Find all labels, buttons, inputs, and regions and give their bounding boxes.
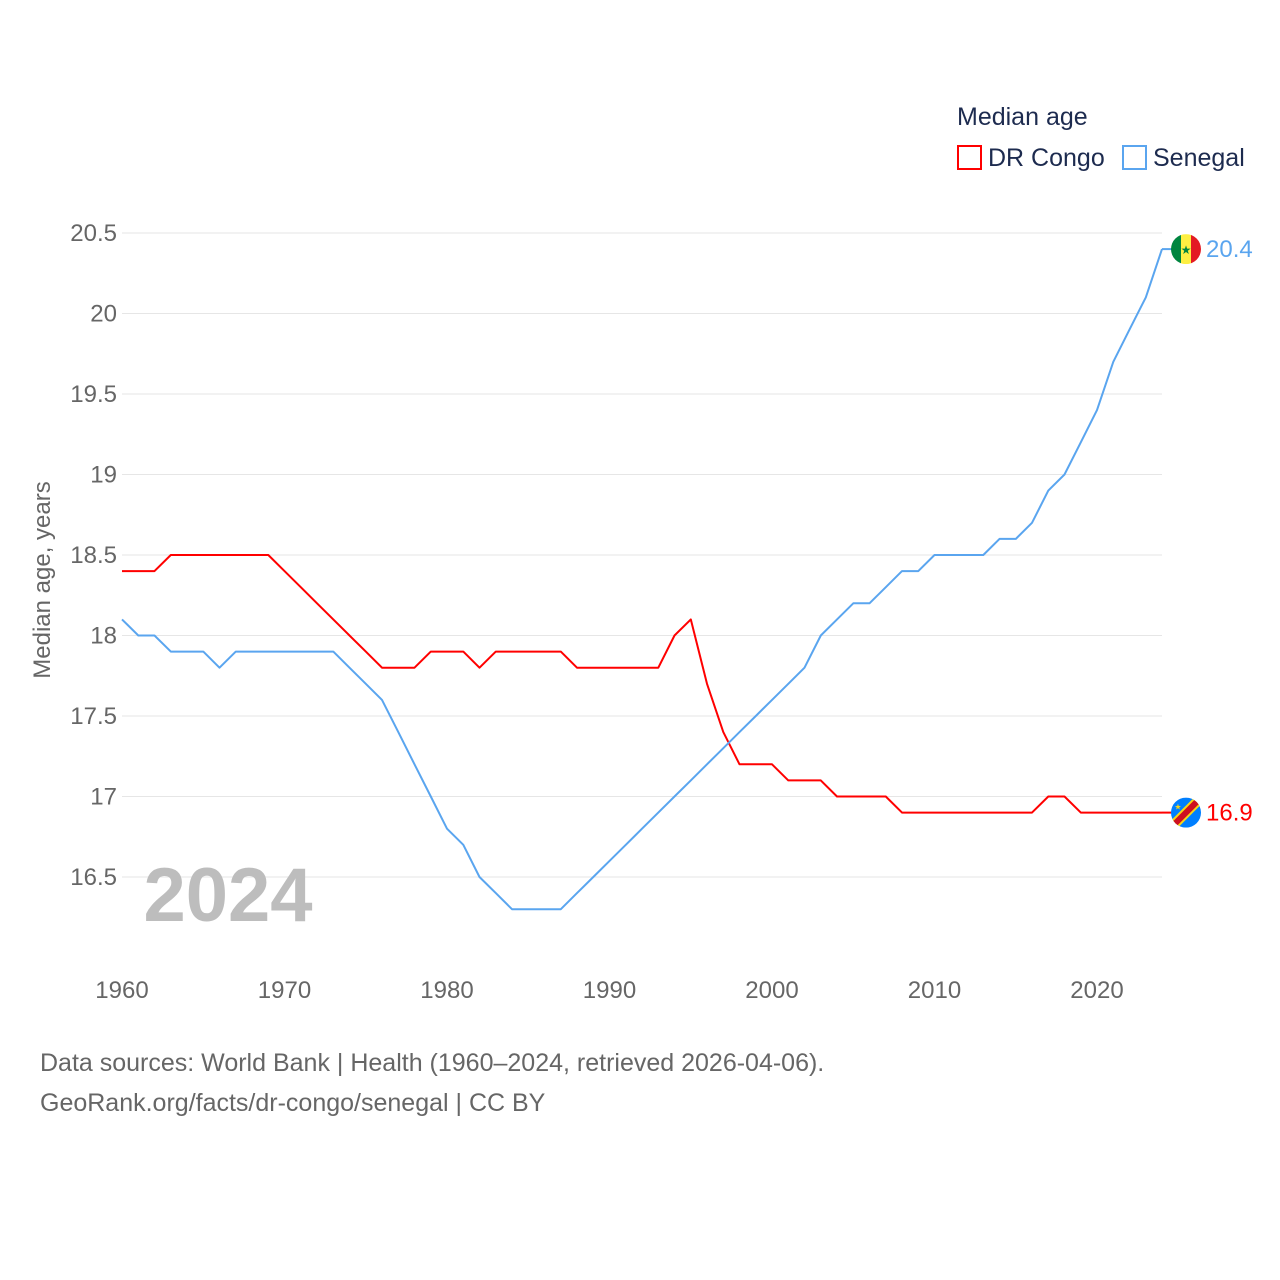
svg-text:★: ★ [1181,243,1192,257]
year-watermark: 2024 [143,853,312,938]
x-tick-label: 1990 [583,977,636,1004]
y-tick-label: 17.5 [70,703,117,730]
x-tick-label: 1960 [95,977,148,1004]
x-tick-label: 1970 [258,977,311,1004]
legend-label-dr-congo: DR Congo [988,144,1105,172]
y-tick-label: 18.5 [70,542,117,569]
legend: Median age DR Congo Senegal [957,103,1245,172]
y-tick-label: 20.5 [70,220,117,247]
y-tick-label: 17 [90,784,117,811]
legend-swatch-senegal [1122,145,1147,170]
attribution-link[interactable]: GeoRank.org/facts/dr-congo/senegal | CC … [40,1089,546,1117]
y-tick-label: 19.5 [70,381,117,408]
series-line-senegal [121,248,1163,911]
y-tick-label: 18 [90,623,117,650]
svg-text:★: ★ [1174,803,1181,812]
series-line-dr-congo [122,554,1162,814]
legend-item-senegal[interactable]: Senegal [1122,144,1245,172]
legend-item-dr-congo[interactable]: DR Congo [957,144,1105,172]
end-value-dr-congo: 16.9 [1206,800,1253,827]
series-lines [121,248,1163,911]
y-axis-ticks: 16.5 17 17.5 18 18.5 19 19.5 20 20.5 [70,220,117,891]
series-end-labels: ★ 16.9 ★ 20.4 [1162,234,1253,828]
x-tick-label: 2020 [1070,977,1123,1004]
data-sources-text: Data sources: World Bank | Health (1960–… [40,1049,825,1077]
senegal-flag-icon: ★ [1171,234,1201,265]
footer: Data sources: World Bank | Health (1960–… [40,1043,824,1123]
y-tick-label: 19 [90,462,117,489]
legend-label-senegal: Senegal [1153,144,1245,172]
x-tick-label: 2010 [908,977,961,1004]
end-value-senegal: 20.4 [1206,236,1253,263]
x-axis-ticks: 1960 1970 1980 1990 2000 2010 2020 [95,977,1123,1004]
y-tick-label: 16.5 [70,864,117,891]
legend-swatch-dr-congo [957,145,982,170]
y-tick-label: 20 [90,301,117,328]
x-tick-label: 1980 [420,977,473,1004]
y-axis-label: Median age, years [29,481,56,678]
x-tick-label: 2000 [745,977,798,1004]
gridlines [122,232,1162,878]
dr-congo-flag-icon: ★ [1171,797,1201,828]
legend-title: Median age [957,103,1088,131]
